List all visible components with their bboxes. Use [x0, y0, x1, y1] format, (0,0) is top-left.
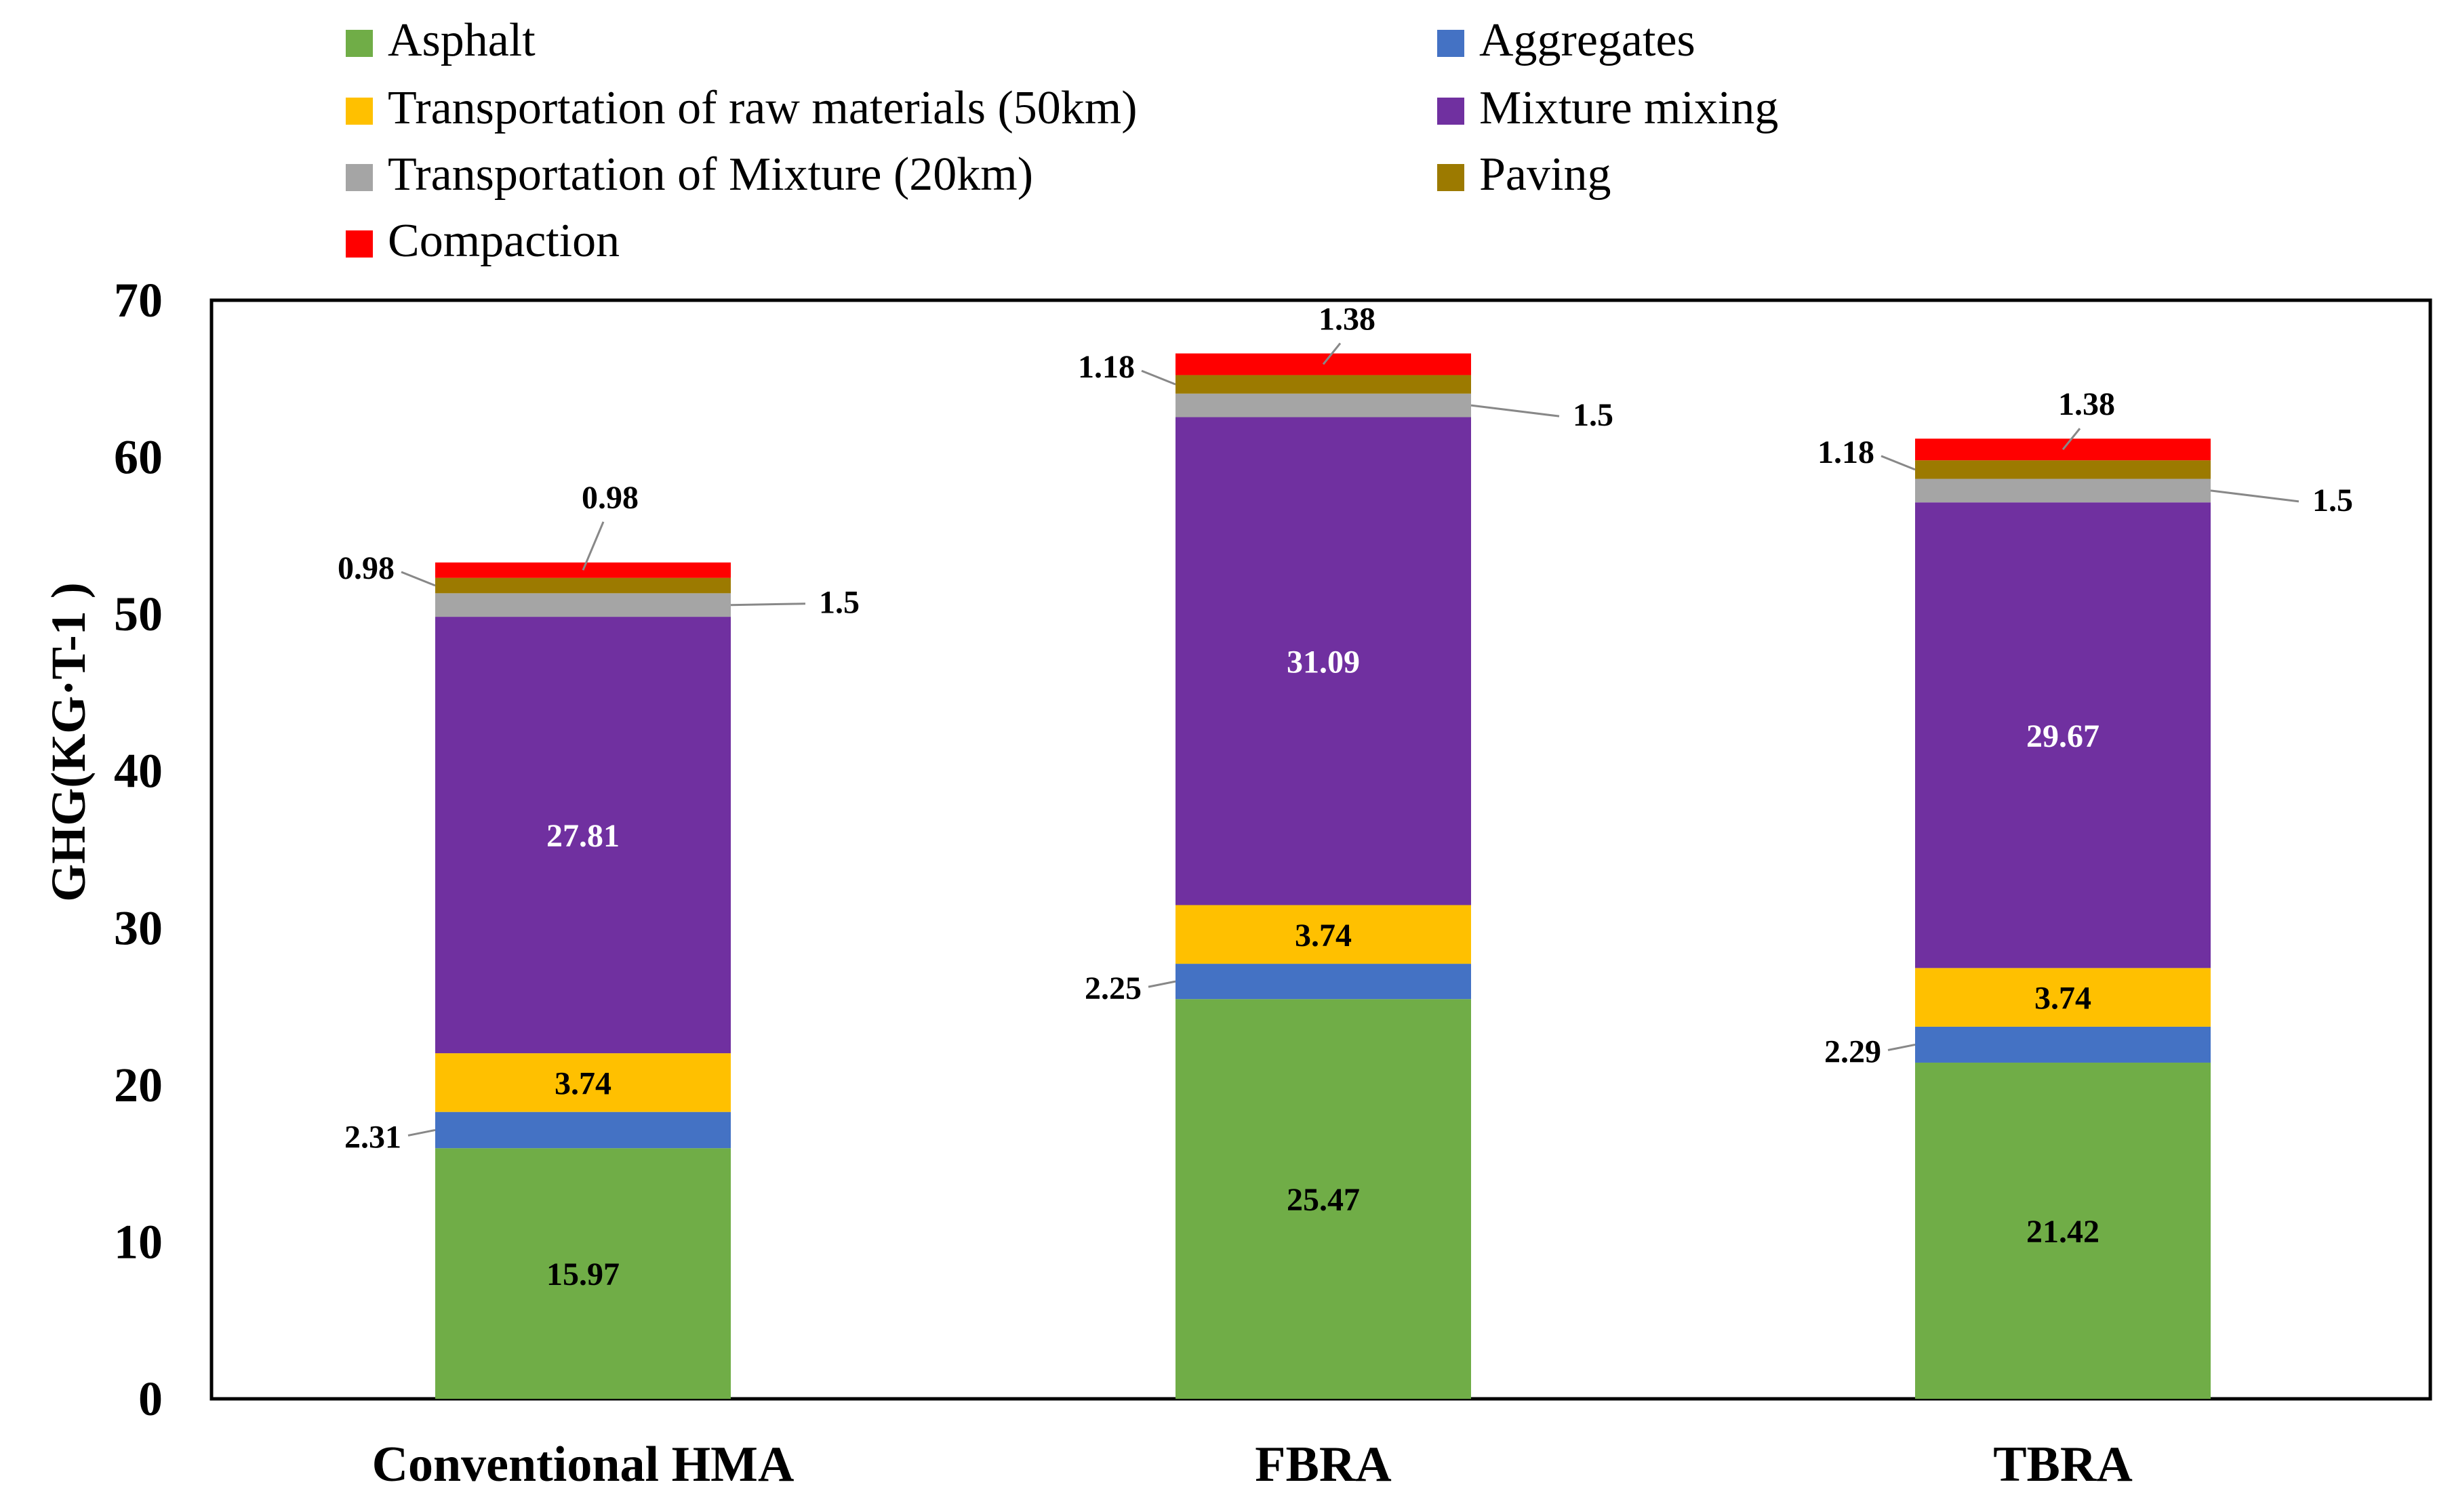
data-label-transportation-of-mixture-fbra: 1.5 [1573, 397, 1613, 433]
y-tick-label: 20 [114, 1058, 163, 1112]
bar-segment-aggregates-conventional-hma [435, 1111, 731, 1149]
bar-segment-paving-conventional-hma [435, 577, 731, 594]
legend-label-asphalt: Asphalt [388, 14, 536, 66]
data-label-aggregates-fbra: 2.25 [1085, 970, 1142, 1006]
leader-line [1881, 455, 1916, 471]
legend-swatch-transportation-of-mixture-20km [346, 164, 373, 191]
data-label-transportation-of-raw-materials-50km-fbra: 3.74 [1295, 918, 1352, 954]
data-label-compaction-tbra: 1.38 [2058, 386, 2115, 422]
x-category-label: FBRA [1255, 1437, 1391, 1492]
bar-segment-transportation-of-mixture-20km-tbra [1915, 478, 2211, 503]
data-label-paving-fbra: 1.18 [1078, 349, 1135, 385]
data-label-aggregates-conventional-hma: 2.31 [344, 1119, 401, 1155]
bar-segment-aggregates-tbra [1915, 1026, 2211, 1063]
bar-segment-transportation-of-raw-materials-50km-conventional-hma [435, 1053, 731, 1112]
y-tick-label: 40 [114, 744, 163, 798]
legend-swatch-aggregates [1437, 30, 1464, 57]
legend-label-transportation-of-raw-materials-50km: Transportation of raw materials (50km) [388, 82, 1138, 134]
leader-line [401, 571, 436, 587]
y-tick-label: 60 [114, 430, 163, 485]
legend-swatch-asphalt [346, 30, 373, 57]
data-label-aggregates-tbra: 2.29 [1824, 1034, 1881, 1069]
leader-line [1141, 369, 1176, 386]
bar-segment-transportation-of-mixture-20km-conventional-hma [435, 593, 731, 617]
leader-line [730, 602, 806, 607]
data-label-paving-tbra: 1.18 [1817, 434, 1874, 470]
legend-swatch-mixture-mixing [1437, 98, 1464, 125]
data-label-transportation-of-mixture-conventional-hma: 1.5 [819, 585, 860, 621]
bar-segment-mixture-mixing-conventional-hma [435, 617, 731, 1054]
legend-label-mixture-mixing: Mixture mixing [1479, 82, 1778, 134]
leader-line [1148, 980, 1176, 988]
legend-label-paving: Paving [1479, 148, 1611, 201]
bar-segment-paving-fbra [1175, 375, 1471, 394]
legend-swatch-compaction [346, 230, 373, 258]
y-tick-label: 0 [138, 1372, 163, 1426]
leader-line [2210, 489, 2299, 503]
leader-line [1470, 404, 1560, 417]
data-label-asphalt-fbra: 25.47 [1287, 1182, 1360, 1218]
y-tick-label: 70 [114, 273, 163, 327]
leader-line [407, 1128, 436, 1137]
legend-label-transportation-of-mixture-20km: Transportation of Mixture (20km) [388, 148, 1033, 201]
leader-line [2062, 428, 2081, 451]
bar-segment-mixture-mixing-tbra [1915, 502, 2211, 968]
data-label-transportation-of-mixture-tbra: 1.5 [2312, 483, 2353, 518]
bar-segment-transportation-of-raw-materials-50km-fbra [1175, 905, 1471, 964]
bar-segment-paving-tbra [1915, 460, 2211, 479]
bar-segment-asphalt-conventional-hma [435, 1148, 731, 1399]
data-label-mixture-mixing-tbra: 29.67 [2026, 718, 2099, 754]
data-label-transportation-of-raw-materials-50km-conventional-hma: 3.74 [555, 1065, 611, 1101]
bar-segment-transportation-of-mixture-20km-fbra [1175, 393, 1471, 417]
data-label-mixture-mixing-fbra: 31.09 [1287, 644, 1360, 680]
bar-segment-asphalt-fbra [1175, 999, 1471, 1399]
x-category-label: TBRA [1993, 1437, 2133, 1492]
y-tick-label: 10 [114, 1214, 163, 1269]
bar-segment-mixture-mixing-fbra [1175, 417, 1471, 905]
data-label-paving-conventional-hma: 0.98 [338, 550, 395, 586]
legend-swatch-paving [1437, 164, 1464, 191]
bar-segment-transportation-of-raw-materials-50km-tbra [1915, 968, 2211, 1027]
y-tick-label: 50 [114, 587, 163, 641]
data-label-transportation-of-raw-materials-50km-tbra: 3.74 [2034, 981, 2091, 1017]
legend-swatch-transportation-of-raw-materials-50km [346, 98, 373, 125]
bar-segment-aggregates-fbra [1175, 964, 1471, 1000]
data-label-compaction-fbra: 1.38 [1319, 302, 1375, 338]
leader-line [1887, 1043, 1916, 1051]
y-tick-label: 30 [114, 901, 163, 955]
data-label-mixture-mixing-conventional-hma: 27.81 [546, 818, 620, 854]
data-label-asphalt-tbra: 21.42 [2026, 1214, 2099, 1250]
leader-line [582, 521, 605, 571]
y-axis-label: GHG(KG·T-1 ) [41, 582, 96, 901]
leader-line [1322, 342, 1342, 365]
x-category-label: Conventional HMA [372, 1437, 795, 1492]
data-label-compaction-conventional-hma: 0.98 [582, 480, 639, 516]
bar-segment-asphalt-tbra [1915, 1062, 2211, 1399]
legend-label-aggregates: Aggregates [1479, 14, 1695, 66]
legend-label-compaction: Compaction [388, 215, 620, 267]
data-label-asphalt-conventional-hma: 15.97 [546, 1256, 620, 1292]
